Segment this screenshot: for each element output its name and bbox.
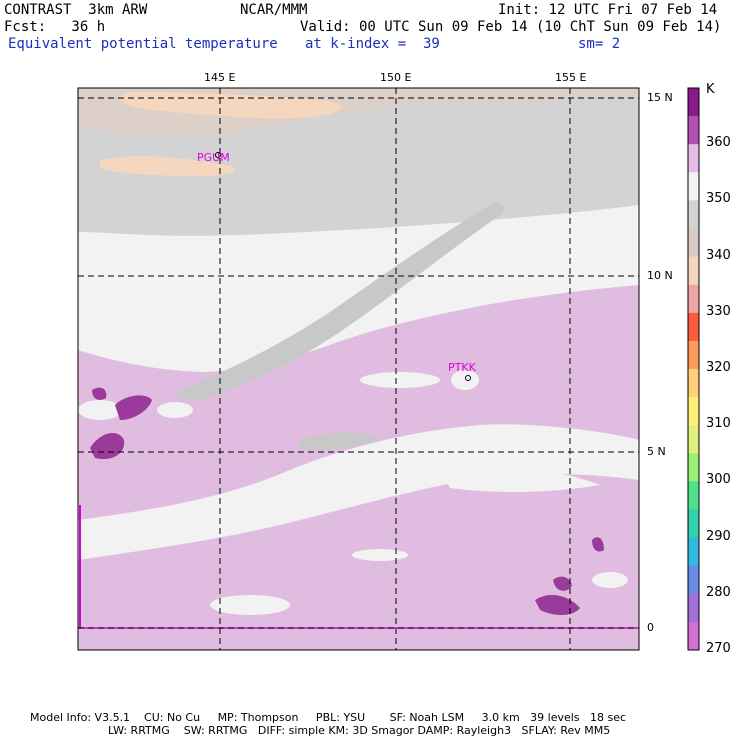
colorbar-tick-label: 340 (706, 247, 731, 263)
organization: NCAR/MMM (240, 2, 308, 18)
field-name: Equivalent potential temperature (8, 36, 278, 52)
colorbar-swatch (688, 116, 699, 145)
region-white-south (78, 424, 639, 560)
patch-purple (92, 387, 107, 400)
patch-purple (553, 576, 572, 591)
blob (451, 370, 479, 390)
region-white-east (440, 465, 600, 492)
init-time: Init: 12 UTC Fri 07 Feb 14 (498, 2, 718, 18)
blob (352, 549, 408, 561)
colorbar-swatch (688, 172, 699, 201)
lon-label-155e: 155 E (555, 71, 587, 84)
lat-label-15n: 15 N (647, 91, 673, 104)
patch-purple (592, 537, 604, 552)
colorbar-swatch (688, 340, 699, 370)
station-pgum-label: PGUM (197, 151, 230, 164)
station-pgum-marker (215, 152, 221, 158)
station-ptkk-marker (465, 375, 471, 381)
colorbar-tick-label: 300 (706, 472, 731, 488)
colorbar-tick-label: 360 (706, 135, 731, 151)
lat-label-10n: 10 N (647, 269, 673, 282)
colorbar-tick-label: 330 (706, 303, 731, 319)
colorbar-tick-label: 310 (706, 416, 731, 432)
colorbar-swatch (688, 369, 699, 398)
colorbar-tick-label: 320 (706, 360, 731, 375)
patch-purple (115, 395, 152, 420)
colorbar-tick-label: 350 (706, 191, 731, 207)
colorbar-swatch (688, 565, 699, 595)
blob (210, 595, 290, 615)
valid-time: Valid: 00 UTC Sun 09 Feb 14 (10 ChT Sun … (300, 19, 722, 35)
colorbar-tick-label: 270 (706, 641, 731, 656)
colorbar-swatch (688, 228, 699, 258)
colorbar-swatch (688, 593, 699, 623)
colorbar-swatch (688, 425, 699, 454)
blob (360, 372, 440, 388)
model-title: CONTRAST 3km ARW (4, 2, 148, 18)
colorbar-swatch (688, 397, 699, 426)
map-frame (77, 87, 640, 651)
lon-label-150e: 150 E (380, 71, 412, 84)
blob (78, 400, 122, 420)
patch-purple (90, 433, 125, 460)
colorbar-swatch (688, 453, 699, 482)
patch-purple (535, 594, 580, 615)
colorbar-swatch (688, 284, 699, 314)
colorbar-swatch (688, 144, 699, 173)
colorbar-swatch (688, 537, 699, 567)
colorbar-swatch (688, 256, 699, 286)
colorbar-swatch (688, 621, 699, 651)
lon-label-145e: 145 E (204, 71, 236, 84)
colorbar-tick-label: 280 (706, 584, 731, 600)
blob (157, 402, 193, 418)
region-peach-pgum (100, 156, 235, 177)
region-gray-streak (176, 203, 505, 402)
smoothing-info: sm= 2 (578, 36, 621, 52)
region-gray-south (300, 432, 380, 451)
level-info: at k-index = 39 (305, 36, 440, 52)
forecast-hour: Fcst: 36 h (4, 19, 106, 35)
station-ptkk-label: PTKK (448, 361, 476, 374)
colorbar-tick-label: 290 (706, 528, 731, 544)
region-peach-north (119, 92, 342, 119)
footer-model-info: Model Info: V3.5.1 CU: No Cu MP: Thompso… (30, 711, 627, 724)
colorbar-unit: K (706, 82, 715, 97)
lat-label-equator: 0 (647, 621, 654, 634)
colorbar-swatch (688, 509, 699, 539)
footer-physics-info: LW: RRTMG SW: RRTMG DIFF: simple KM: 3D … (108, 724, 611, 737)
colorbar-swatch (688, 481, 699, 510)
colorbar-frame (687, 87, 700, 651)
blob (592, 572, 628, 588)
colorbar-swatch (688, 88, 699, 117)
lat-label-5n: 5 N (647, 445, 666, 458)
region-white-band (78, 205, 639, 372)
graticule (78, 88, 639, 650)
colorbar-swatch (688, 200, 699, 229)
colorbar-swatch (688, 312, 699, 342)
